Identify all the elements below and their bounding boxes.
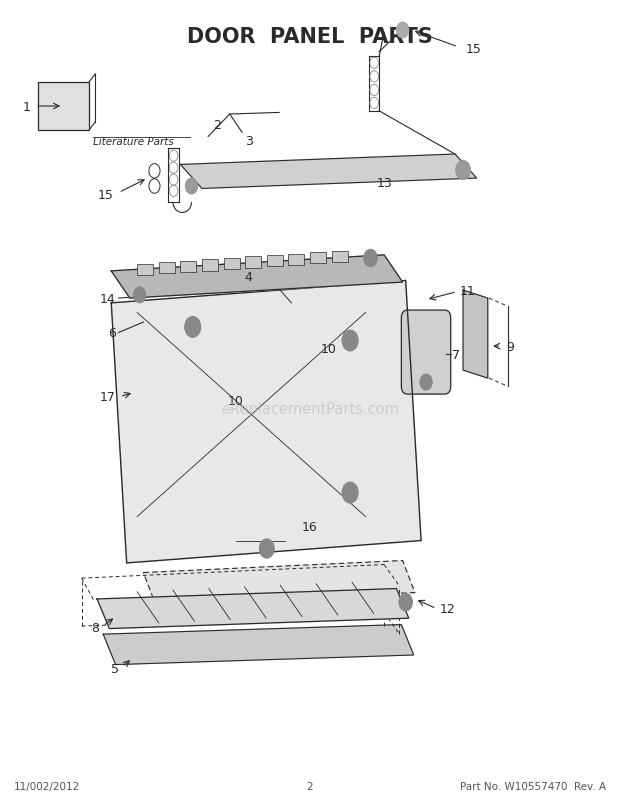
Bar (38, 83, 89, 131)
Text: 16: 16 (302, 520, 318, 534)
Text: DOOR  PANEL  PARTS: DOOR PANEL PARTS (187, 27, 433, 47)
Circle shape (185, 179, 198, 195)
Text: 11/002/2012: 11/002/2012 (14, 781, 80, 792)
Bar (180, 261, 197, 273)
Text: 1: 1 (23, 100, 31, 113)
Text: 6: 6 (108, 326, 115, 339)
Bar (332, 251, 348, 262)
Polygon shape (463, 290, 488, 379)
Circle shape (185, 317, 201, 338)
Bar (267, 256, 283, 267)
Text: Part No. W10557470  Rev. A: Part No. W10557470 Rev. A (460, 781, 606, 792)
Circle shape (342, 483, 358, 504)
Text: 10: 10 (321, 342, 337, 355)
Bar (288, 254, 304, 265)
Text: 2: 2 (307, 781, 313, 792)
Text: 5: 5 (110, 662, 118, 675)
Text: 3: 3 (245, 135, 253, 148)
Text: 11: 11 (459, 284, 475, 298)
Text: 17: 17 (100, 391, 115, 403)
Circle shape (133, 287, 146, 303)
Text: 8: 8 (91, 622, 99, 634)
Text: 15: 15 (466, 43, 481, 56)
Text: 4: 4 (244, 270, 252, 284)
Polygon shape (97, 589, 409, 629)
Bar (310, 253, 326, 264)
Text: 10: 10 (228, 395, 244, 407)
Text: 7: 7 (452, 348, 460, 361)
Text: 2: 2 (213, 119, 221, 132)
Bar (202, 260, 218, 271)
Text: 14: 14 (100, 292, 115, 306)
Polygon shape (104, 625, 414, 665)
Text: 12: 12 (440, 602, 455, 615)
Text: 15: 15 (98, 189, 113, 202)
Circle shape (364, 250, 378, 268)
Bar (137, 265, 153, 276)
Text: 13: 13 (376, 177, 392, 190)
Circle shape (399, 593, 412, 611)
Polygon shape (111, 282, 421, 563)
Bar (159, 263, 175, 274)
Circle shape (259, 539, 274, 558)
Text: eReplacementParts.com: eReplacementParts.com (221, 402, 399, 416)
FancyBboxPatch shape (401, 310, 451, 395)
Circle shape (396, 23, 409, 39)
Bar (245, 257, 261, 269)
Text: Literature Parts: Literature Parts (93, 136, 174, 147)
Polygon shape (180, 155, 477, 189)
Circle shape (456, 161, 471, 180)
Text: 9: 9 (507, 340, 514, 353)
Polygon shape (143, 561, 415, 605)
Polygon shape (111, 256, 402, 298)
Circle shape (342, 330, 358, 351)
Circle shape (420, 375, 432, 391)
Bar (224, 258, 240, 269)
